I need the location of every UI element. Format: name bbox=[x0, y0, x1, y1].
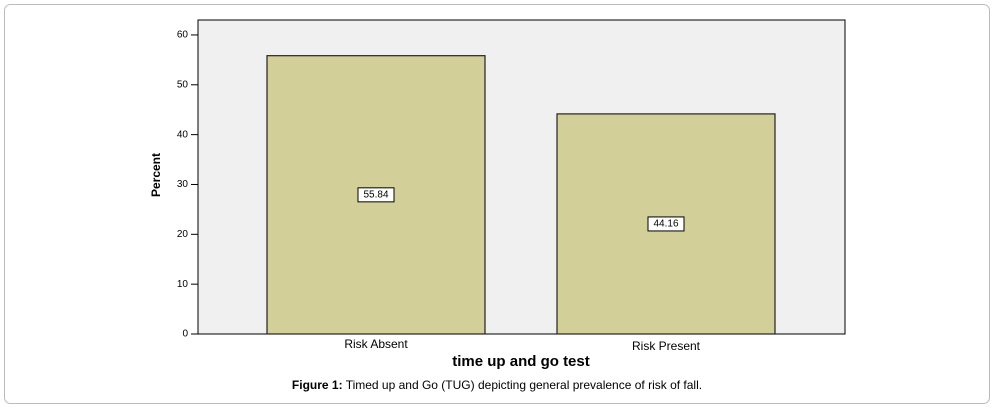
figure-caption: Figure 1: Timed up and Go (TUG) depictin… bbox=[292, 378, 702, 392]
y-tick-label: 30 bbox=[177, 179, 189, 190]
y-tick-label: 50 bbox=[177, 79, 189, 90]
value-label-box bbox=[647, 216, 685, 232]
y-tick-label: 20 bbox=[177, 229, 189, 240]
value-label: 55.84 bbox=[363, 189, 388, 200]
y-tick-label: 0 bbox=[182, 329, 188, 340]
y-tick-label: 60 bbox=[177, 30, 189, 41]
x-axis-label: time up and go test bbox=[452, 353, 590, 370]
x-tick-label: Risk Absent bbox=[344, 337, 408, 351]
caption-text: Timed up and Go (TUG) depicting general … bbox=[346, 378, 702, 392]
value-label: 44.16 bbox=[653, 219, 678, 230]
x-tick-label: Risk Present bbox=[632, 339, 701, 353]
y-axis-label: Percent bbox=[149, 153, 163, 197]
caption-label: Figure 1: bbox=[292, 378, 343, 392]
value-label-box bbox=[357, 187, 395, 203]
y-tick-label: 40 bbox=[177, 129, 189, 140]
y-tick-label: 10 bbox=[177, 279, 189, 290]
